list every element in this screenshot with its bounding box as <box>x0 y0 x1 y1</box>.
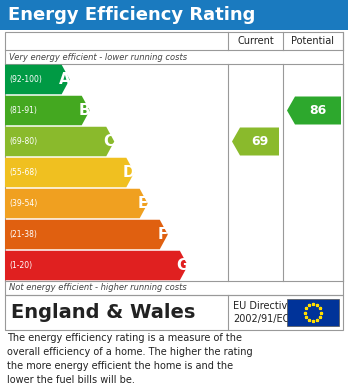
Text: D: D <box>123 165 136 180</box>
Text: C: C <box>104 134 115 149</box>
Polygon shape <box>232 127 279 156</box>
Text: B: B <box>79 103 90 118</box>
Polygon shape <box>5 96 90 125</box>
Text: The energy efficiency rating is a measure of the
overall efficiency of a home. T: The energy efficiency rating is a measur… <box>7 333 253 385</box>
Text: (81-91): (81-91) <box>9 106 37 115</box>
Text: Not energy efficient - higher running costs: Not energy efficient - higher running co… <box>9 283 187 292</box>
Bar <box>5 295 343 330</box>
Bar <box>0 0 348 30</box>
Text: England & Wales: England & Wales <box>11 303 195 322</box>
Text: 86: 86 <box>309 104 327 117</box>
Text: Potential: Potential <box>292 36 334 46</box>
Polygon shape <box>5 127 114 156</box>
Text: Current: Current <box>237 36 274 46</box>
Text: E: E <box>137 196 148 211</box>
Polygon shape <box>5 65 70 94</box>
Text: (21-38): (21-38) <box>9 230 37 239</box>
Text: Energy Efficiency Rating: Energy Efficiency Rating <box>8 6 255 24</box>
Polygon shape <box>5 189 148 218</box>
Bar <box>5 32 343 295</box>
Text: G: G <box>176 258 189 273</box>
Text: (69-80): (69-80) <box>9 137 37 146</box>
Polygon shape <box>5 220 168 249</box>
Polygon shape <box>287 97 341 124</box>
Text: 69: 69 <box>251 135 268 148</box>
Text: A: A <box>59 72 71 87</box>
Bar <box>287 299 339 326</box>
Text: (39-54): (39-54) <box>9 199 37 208</box>
Text: EU Directive
2002/91/EC: EU Directive 2002/91/EC <box>233 301 293 324</box>
Polygon shape <box>5 158 134 187</box>
Text: (1-20): (1-20) <box>9 261 32 270</box>
Text: F: F <box>158 227 168 242</box>
Text: (92-100): (92-100) <box>9 75 42 84</box>
Polygon shape <box>5 251 188 280</box>
Text: Very energy efficient - lower running costs: Very energy efficient - lower running co… <box>9 52 187 61</box>
Text: (55-68): (55-68) <box>9 168 37 177</box>
